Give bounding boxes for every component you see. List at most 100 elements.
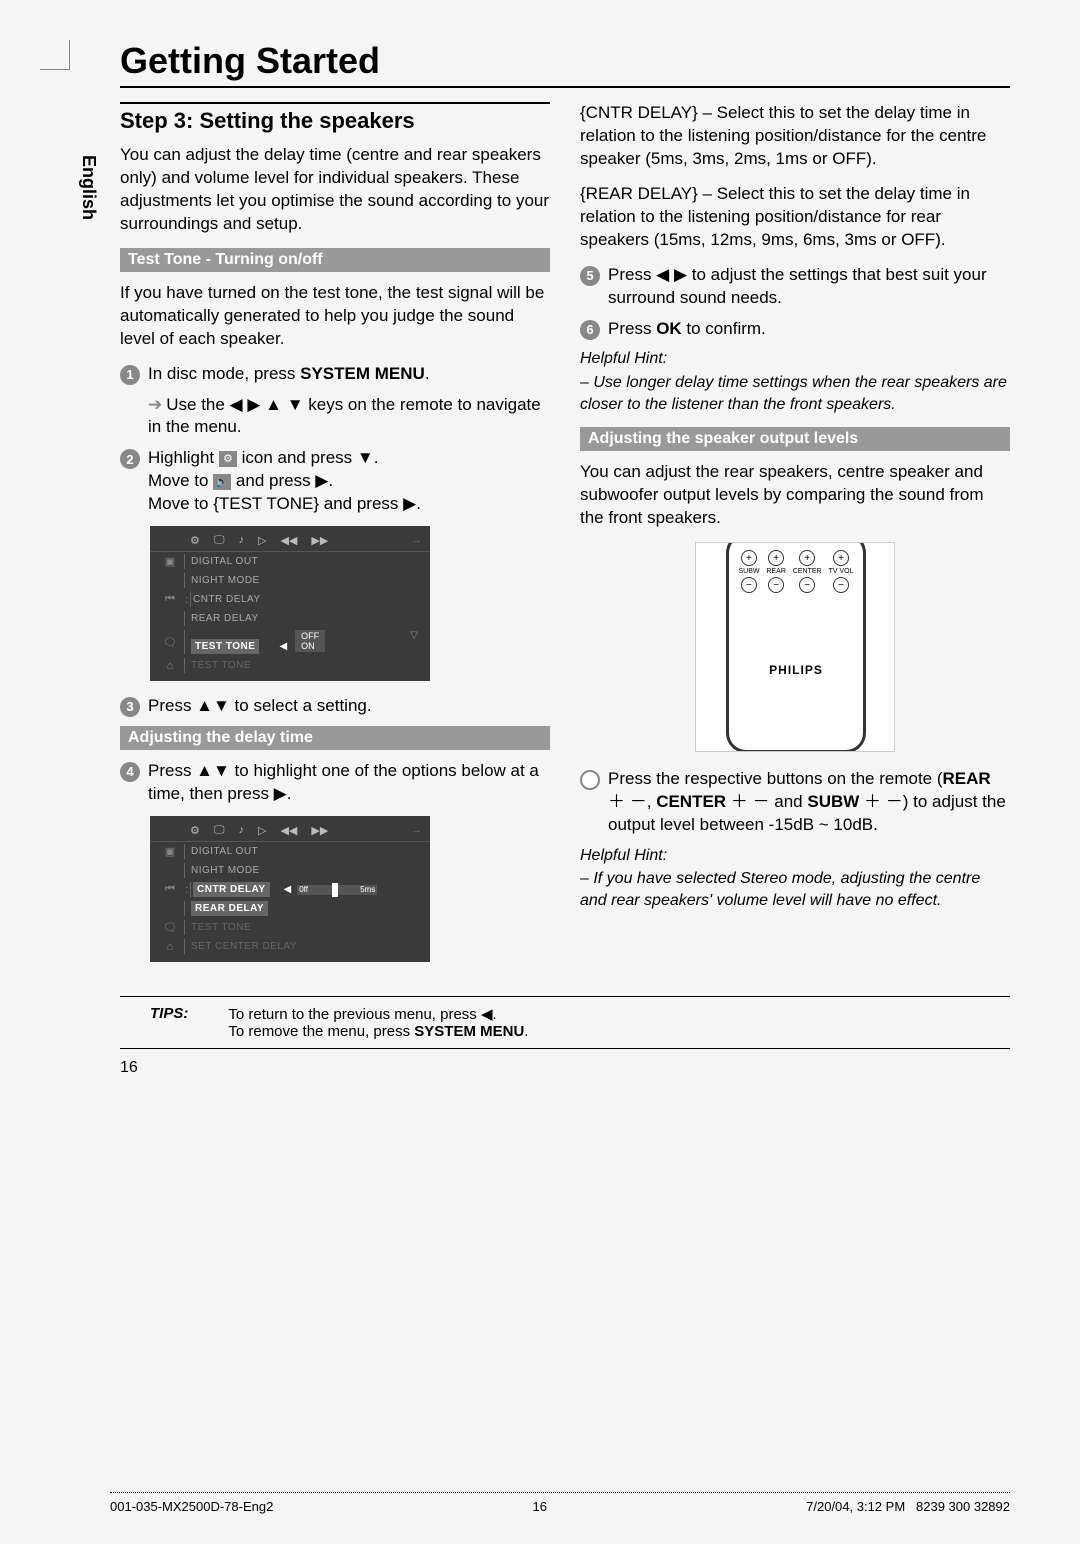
left-column: Step 3: Setting the speakers You can adj… [120,102,550,976]
menu-item: DIGITAL OUT [191,844,424,859]
section-bar-delay: Adjusting the delay time [120,726,550,750]
menu-item: TEST TONE [191,658,424,673]
fig-icon: ▶▶ [311,534,328,547]
step6c: to confirm. [682,319,766,338]
footer-code: 8239 300 32892 [916,1499,1010,1514]
intro-text: You can adjust the delay time (centre an… [120,144,550,236]
bullet-icon [580,770,600,790]
bullet-b: REAR [943,769,991,788]
menu-item-highlight: REAR DELAY [191,901,268,916]
minus-icon [799,577,815,593]
language-tab: English [78,155,99,220]
menu-item: NIGHT MODE [191,573,424,588]
menu-item: DIGITAL OUT [191,554,424,569]
menu-figure-1: ⚙ 🖵 ♪ ▷ ◀◀ ▶▶ → ▣DIGITAL OUT NIGHT MODE … [150,526,430,681]
rear-delay-text: {REAR DELAY} – Select this to set the de… [580,183,1010,252]
fig-icon: ▷ [258,534,266,547]
step-number-1: 1 [120,365,140,385]
fig-icon: ▶▶ [311,824,328,837]
bullet-remote: Press the respective buttons on the remo… [580,768,1010,837]
crop-mark [40,40,70,70]
step-number-6: 6 [580,320,600,340]
minus-icon [768,577,784,593]
remote-label: CENTER [793,568,822,575]
bullet-f: SUBW [807,792,859,811]
hint-1: – Use longer delay time settings when th… [580,372,1010,415]
step3-text: Press ▲▼ to select a setting. [148,695,372,718]
section-bar-testtone: Test Tone - Turning on/off [120,248,550,272]
step-6: 6 Press OK to confirm. [580,318,1010,341]
fig-left-icon: ⌂ [156,660,184,672]
hint-label-2: Helpful Hint: [580,845,1010,867]
step-number-3: 3 [120,697,140,717]
section-bar-levels: Adjusting the speaker output levels [580,427,1010,451]
page-content: Getting Started Step 3: Setting the spea… [120,40,1010,1077]
fig-left-icon: ⌂ [156,941,184,953]
testtone-intro: If you have turned on the test tone, the… [120,282,550,351]
tips-line-2b: SYSTEM MENU [414,1023,524,1040]
fig-left-icon: ⏮ [156,883,184,896]
menu-item: TEST TONE [191,920,424,935]
step1-bold: SYSTEM MENU [300,364,425,383]
cntr-delay-text: {CNTR DELAY} – Select this to set the de… [580,102,1010,171]
tips-label: TIPS: [150,1005,188,1040]
page-title: Getting Started [120,40,1010,88]
footer: 001-035-MX2500D-78-Eng2 16 7/20/04, 3:12… [110,1492,1010,1514]
step-2: 2 Highlight ⚙ icon and press ▼. Move to … [120,447,550,516]
step2e: Move to {TEST TONE} and press ▶. [148,494,421,513]
slider: 0ff5ms [297,885,377,895]
fig-icon: 🖵 [214,824,225,837]
step-5: 5 Press ◀ ▶ to adjust the settings that … [580,264,1010,310]
fig-left-icon: 🗨 [156,636,184,649]
bullet-e: and [770,792,808,811]
menu-item: CNTR DELAY [193,592,424,607]
fig-left-icon: ▣ [156,845,184,858]
plus-icon [833,550,849,566]
remote-label: SUBW [738,568,759,575]
step1-sub: Use the ◀ ▶ ▲ ▼ keys on the remote to na… [148,394,550,440]
step2a: Highlight [148,448,219,467]
arrow-icon [148,395,166,414]
plus-icon [741,550,757,566]
fig-left-icon: 🗨 [156,921,184,934]
fig-icon: ♪ [238,534,244,547]
step2b: icon and press ▼. [237,448,379,467]
step4-text: Press ▲▼ to highlight one of the options… [148,760,550,806]
step2d: and press ▶. [231,471,333,490]
levels-intro: You can adjust the rear speakers, centre… [580,461,1010,530]
menu-item-highlight: CNTR DELAY [193,882,270,897]
footer-left: 001-035-MX2500D-78-Eng2 [110,1499,273,1514]
right-column: {CNTR DELAY} – Select this to set the de… [580,102,1010,976]
remote-label: TV VOL [829,568,854,575]
fig-icon: ◀◀ [280,824,297,837]
fig-icon: ▷ [258,824,266,837]
speaker-icon: 🔈 [213,474,231,490]
fig-arrow-icon: → [411,534,422,547]
step-number-5: 5 [580,266,600,286]
step-4: 4 Press ▲▼ to highlight one of the optio… [120,760,550,806]
fig-icon: ⚙ [190,534,200,547]
fig-icon: ⚙ [190,824,200,837]
step6a: Press [608,319,656,338]
tips-line-1: To return to the previous menu, press ◀. [228,1005,528,1023]
hint-label-1: Helpful Hint: [580,348,1010,370]
remote-label: REAR [766,568,785,575]
remote-figure: SUBW REAR CENTER TV VOL PHILIPS [695,542,895,752]
menu-figure-2: ⚙ 🖵 ♪ ▷ ◀◀ ▶▶ → ▣DIGITAL OUT NIGHT MODE … [150,816,430,962]
bullet-d: CENTER [656,792,726,811]
settings-icon: ⚙ [219,451,237,467]
plus-icon [768,550,784,566]
hint-2: – If you have selected Stereo mode, adju… [580,868,1010,911]
tips-line-2a: To remove the menu, press [228,1023,414,1040]
step-3: 3 Press ▲▼ to select a setting. [120,695,550,718]
remote-brand: PHILIPS [729,663,863,677]
value-box: OFFON [295,630,325,652]
fig-icon: ◀◀ [280,534,297,547]
page-number: 16 [120,1059,1010,1077]
fig-arrow-icon: → [411,824,422,837]
step1-text: In disc mode, press [148,364,300,383]
minus-icon [833,577,849,593]
fig-icon: 🖵 [214,534,225,547]
footer-date: 7/20/04, 3:12 PM [806,1499,905,1514]
bullet-a: Press the respective buttons on the remo… [608,769,943,788]
